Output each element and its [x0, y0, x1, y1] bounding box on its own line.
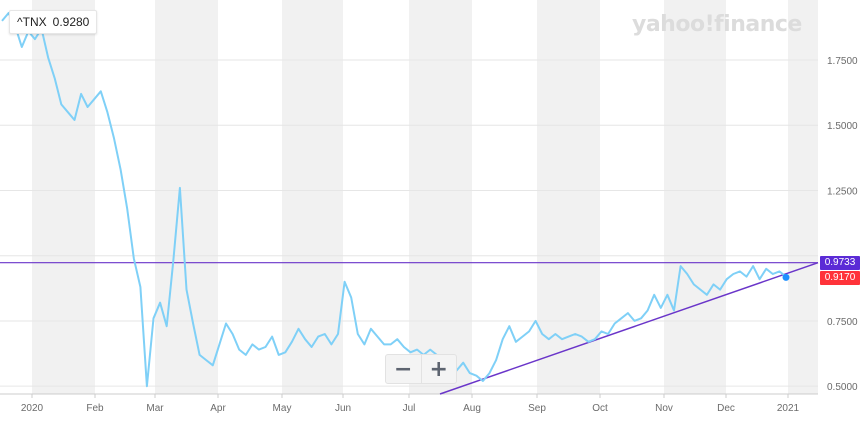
grid-lines — [0, 59, 818, 387]
month-band — [282, 0, 343, 394]
zoom-controls: − + — [385, 354, 457, 384]
y-axis-tick-labels: 0.5000 0.7500 1.2500 1.5000 1.7500 — [827, 56, 858, 393]
y-tick-label: 0.7500 — [827, 317, 858, 328]
x-tick-label: Apr — [210, 403, 226, 414]
x-tick-label: Aug — [463, 403, 481, 414]
trendline — [439, 261, 819, 395]
zoom-out-button[interactable]: − — [394, 356, 413, 382]
x-axis-tick-labels: 2020 Feb Mar Apr May Jun Jul Aug Sep Oct Nov Dec 202… — [21, 394, 800, 414]
y-tick-label: 0.5000 — [827, 382, 858, 393]
y-tick-label: 1.7500 — [827, 56, 858, 67]
month-bands — [32, 0, 818, 394]
x-tick-label: Jul — [403, 403, 416, 414]
zoom-in-button[interactable]: + — [420, 355, 457, 383]
month-band — [409, 0, 472, 394]
x-tick-label: Oct — [592, 403, 608, 414]
x-tick-label: Feb — [86, 403, 104, 414]
x-tick-label: Sep — [528, 403, 546, 414]
last-price-badge: 0.9170 — [820, 270, 860, 285]
month-band — [155, 0, 218, 394]
x-tick-label: Nov — [655, 403, 673, 414]
ticker-value: 0.9280 — [52, 15, 90, 29]
last-price-marker — [782, 273, 790, 281]
ticker-readout: ^TNX 0.9280 — [9, 10, 98, 34]
x-tick-label: 2020 — [21, 403, 44, 414]
tnx-series-line — [1, 12, 787, 388]
trendline-price-badge: 0.9733 — [820, 255, 860, 270]
x-tick-label: Mar — [146, 403, 164, 414]
month-band — [537, 0, 600, 394]
x-tick-label: 2021 — [777, 403, 800, 414]
month-band — [788, 0, 818, 394]
y-tick-label: 1.5000 — [827, 121, 858, 132]
yahoo-finance-logo: yahoo!finance — [632, 12, 802, 37]
y-tick-label: 1.2500 — [827, 186, 858, 197]
x-tick-label: May — [273, 403, 292, 414]
month-band — [664, 0, 726, 394]
x-tick-label: Dec — [717, 403, 735, 414]
ticker-symbol: ^TNX — [17, 15, 47, 29]
x-tick-label: Jun — [335, 403, 351, 414]
month-band — [32, 0, 95, 394]
